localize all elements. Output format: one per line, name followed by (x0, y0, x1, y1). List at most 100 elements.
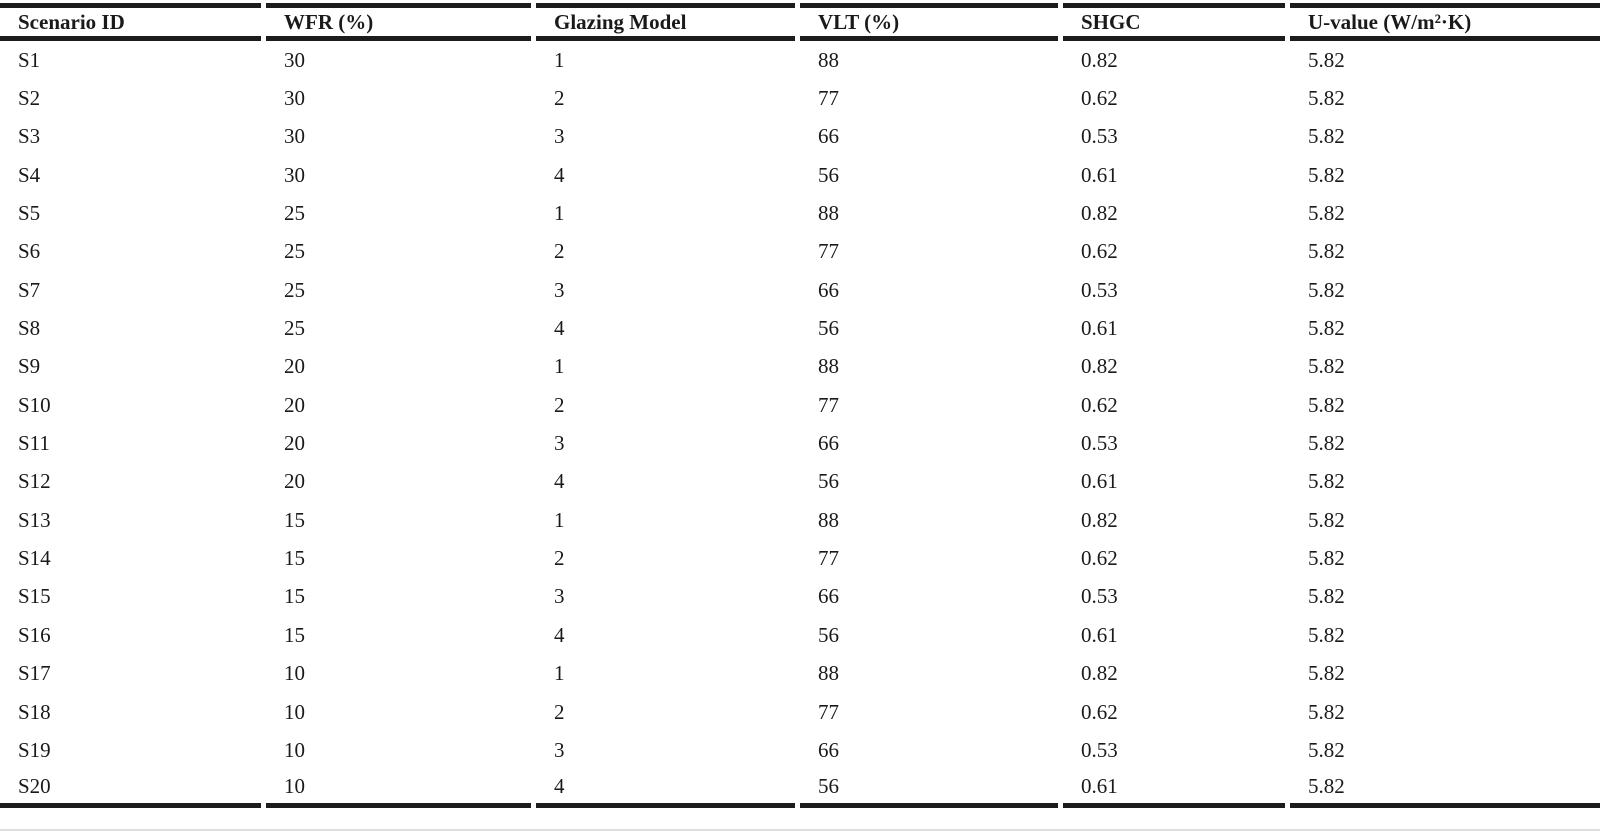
table-cell: 2 (554, 239, 565, 264)
table-cell: 0.61 (1081, 162, 1118, 187)
table-cell: 30 (284, 86, 305, 111)
table-cell: 0.82 (1081, 354, 1118, 379)
column-header-u-value-w-m-k: U-value (W/m²·K) (1290, 3, 1600, 41)
table-cell: 0.53 (1081, 277, 1118, 302)
table-cell: 77 (818, 546, 839, 571)
table-cell: 3 (554, 584, 565, 609)
table-cell: 5.82 (1308, 584, 1345, 609)
table-cell: 4 (554, 622, 565, 647)
table-cell: 4 (554, 316, 565, 341)
table-cell: S15 (18, 584, 51, 609)
table-cell: S19 (18, 737, 51, 762)
table-cell: S4 (18, 162, 41, 187)
table-row: S2 30 2 77 0.62 5.82 (0, 79, 1600, 117)
table-row: S4 30 4 56 0.61 5.82 (0, 156, 1600, 194)
table-cell: 5.82 (1308, 469, 1345, 494)
table-cell: 10 (266, 770, 531, 808)
table-cell: 5.82 (1308, 737, 1345, 762)
table-row: S10 20 2 77 0.62 5.82 (0, 386, 1600, 424)
table-cell: 0.82 (1081, 201, 1118, 226)
table-row: S19 10 3 66 0.53 5.82 (0, 731, 1600, 769)
table-cell: 66 (818, 584, 839, 609)
table-row: S14 15 2 77 0.62 5.82 (0, 539, 1600, 577)
table-cell: 1 (554, 47, 565, 72)
table-cell: 2 (554, 392, 565, 417)
table-cell: 5.82 (1308, 507, 1345, 532)
table-cell: 30 (284, 162, 305, 187)
table-cell: S14 (18, 546, 51, 571)
table-cell: S17 (18, 661, 51, 686)
table-cell: 66 (818, 277, 839, 302)
bottom-ghost-rule (0, 829, 1600, 831)
table-cell: 30 (284, 124, 305, 149)
table-cell: S3 (18, 124, 41, 149)
column-header-vlt: VLT (%) (800, 3, 1058, 41)
table-cell: S5 (18, 201, 41, 226)
table-row: S3 30 3 66 0.53 5.82 (0, 118, 1600, 156)
table-cell: 3 (554, 277, 565, 302)
table-cell: S2 (18, 86, 41, 111)
table-cell: 15 (284, 546, 305, 571)
table-cell: 5.82 (1308, 201, 1345, 226)
table-cell: 4 (554, 469, 565, 494)
table-cell: 5.82 (1308, 431, 1345, 456)
table-row: S16 15 4 56 0.61 5.82 (0, 616, 1600, 654)
table-cell: S16 (18, 622, 51, 647)
table-cell: 20 (284, 354, 305, 379)
table-cell: 15 (284, 507, 305, 532)
column-header-shgc: SHGC (1063, 3, 1285, 41)
table-cell: S10 (18, 392, 51, 417)
table-cell: 10 (284, 737, 305, 762)
table-cell: 5.82 (1308, 699, 1345, 724)
table-cell: 5.82 (1290, 770, 1600, 808)
table-cell: 88 (818, 661, 839, 686)
table-cell: 0.62 (1081, 239, 1118, 264)
table-cell: 10 (284, 699, 305, 724)
table-cell: 5.82 (1308, 392, 1345, 417)
table-cell: 56 (818, 316, 839, 341)
table-row: S12 20 4 56 0.61 5.82 (0, 463, 1600, 501)
table-cell: 56 (818, 622, 839, 647)
column-header-glazing-model: Glazing Model (536, 3, 795, 41)
table-body: S1 30 1 88 0.82 5.82 S2 30 2 77 0.62 5.82 S3 30 3 66 0.5… (0, 41, 1600, 808)
table-row: S9 20 1 88 0.82 5.82 (0, 348, 1600, 386)
table-cell: 5.82 (1308, 546, 1345, 571)
table-cell: 88 (818, 354, 839, 379)
header-row: Scenario ID WFR (%) Glazing Model VLT (%) SH… (0, 3, 1600, 41)
table-cell: 5.82 (1308, 47, 1345, 72)
table-cell: 5.82 (1308, 162, 1345, 187)
table-cell: 5.82 (1308, 277, 1345, 302)
table-cell: 0.62 (1081, 86, 1118, 111)
table-cell: 0.62 (1081, 392, 1118, 417)
table-cell: 1 (554, 201, 565, 226)
table-cell: S9 (18, 354, 41, 379)
table-cell: 0.53 (1081, 584, 1118, 609)
table-cell: S7 (18, 277, 41, 302)
table-cell: 3 (554, 737, 565, 762)
table-cell: 5.82 (1308, 239, 1345, 264)
table-cell: S20 (0, 770, 261, 808)
table-cell: S13 (18, 507, 51, 532)
table-cell: 0.82 (1081, 661, 1118, 686)
table-cell: 5.82 (1308, 86, 1345, 111)
table-cell: 0.61 (1081, 469, 1118, 494)
table-cell: 5.82 (1308, 661, 1345, 686)
table-cell: 1 (554, 661, 565, 686)
table-cell: 25 (284, 201, 305, 226)
table-cell: 0.62 (1081, 699, 1118, 724)
table-cell: 0.53 (1081, 124, 1118, 149)
table-row: S5 25 1 88 0.82 5.82 (0, 194, 1600, 232)
table-cell: 0.61 (1081, 316, 1118, 341)
table-cell: 20 (284, 392, 305, 417)
table-cell: 0.61 (1063, 770, 1285, 808)
table-cell: 15 (284, 622, 305, 647)
table-cell: 25 (284, 239, 305, 264)
table-cell: S1 (18, 47, 41, 72)
table-cell: 1 (554, 507, 565, 532)
table-row: S18 10 2 77 0.62 5.82 (0, 693, 1600, 731)
table-cell: 77 (818, 699, 839, 724)
table-cell: 88 (818, 201, 839, 226)
table-cell: 5.82 (1308, 124, 1345, 149)
scenario-table: Scenario ID WFR (%) Glazing Model VLT (%) SH… (0, 3, 1600, 808)
